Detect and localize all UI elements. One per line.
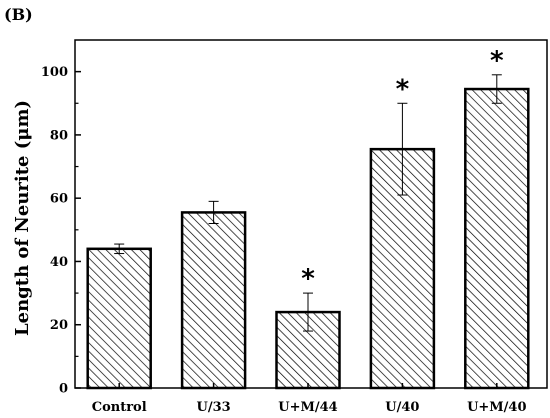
y-tick-label: 40 <box>50 255 68 270</box>
y-tick-label: 100 <box>41 65 68 80</box>
y-axis-label: Length of Neurite (μm) <box>12 100 33 336</box>
y-tick-label: 60 <box>50 192 68 207</box>
x-tick-label: Control <box>92 400 147 415</box>
x-tick-label: U/33 <box>197 400 231 415</box>
x-tick-label: U/40 <box>385 400 419 415</box>
significance-marker: * <box>301 264 315 294</box>
bar-control <box>86 247 152 390</box>
significance-marker: * <box>490 46 504 76</box>
significance-marker: * <box>396 74 410 104</box>
bar-u-m-40 <box>464 87 530 390</box>
x-tick-label: U+M/40 <box>467 400 526 415</box>
y-tick-label: 0 <box>59 382 68 397</box>
bar-u-33 <box>180 211 247 390</box>
plot-area: 0 20 40 60 80 100 Control U/33 U+M/44 * U/40 * U+M/4… <box>41 39 548 415</box>
panel-label: (B) <box>4 5 33 24</box>
y-tick-label: 80 <box>50 128 68 143</box>
y-tick-label: 20 <box>50 318 68 333</box>
x-tick-label: U+M/44 <box>278 400 337 415</box>
